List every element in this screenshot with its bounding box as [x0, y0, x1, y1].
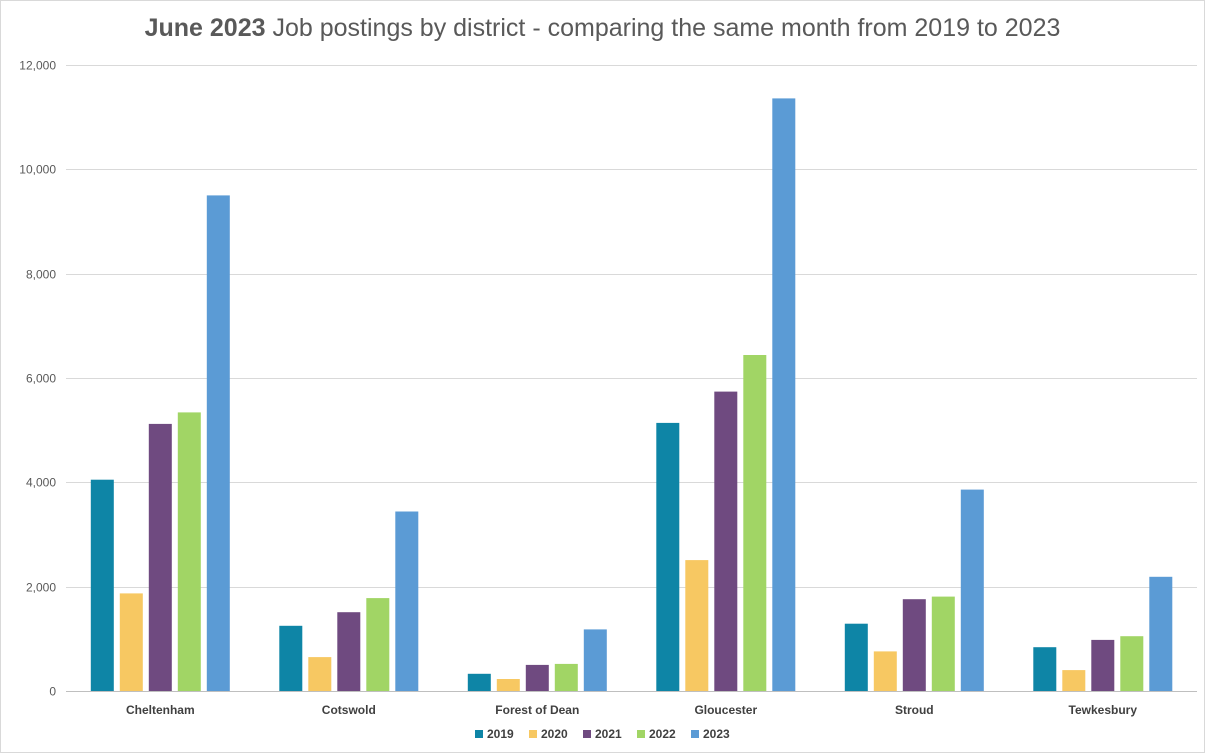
- y-tick-label: 12,000: [19, 59, 56, 73]
- bar-cotswold-2020: [308, 657, 332, 691]
- bar-cheltenham-2020: [119, 593, 143, 691]
- legend-label-2021: 2021: [595, 727, 622, 741]
- bar-forest-of-dean-2020: [496, 679, 520, 691]
- bar-gloucester-2020: [685, 560, 709, 691]
- bar-forest-of-dean-2022: [554, 663, 578, 691]
- bar-tewkesbury-2023: [1149, 576, 1173, 691]
- legend-swatch-2020: [529, 730, 537, 738]
- bar-stroud-2019: [844, 623, 868, 691]
- bar-cheltenham-2021: [148, 423, 172, 691]
- bar-cotswold-2022: [366, 598, 390, 691]
- bar-gloucester-2021: [714, 391, 738, 691]
- bar-stroud-2021: [902, 599, 926, 691]
- x-category-label: Cotswold: [322, 703, 376, 717]
- bar-cotswold-2021: [337, 612, 361, 691]
- legend-swatch-2023: [691, 730, 699, 738]
- y-tick-label: 0: [49, 685, 56, 699]
- legend: 2019 2020 2021 2022 2023: [475, 727, 730, 741]
- legend-label-2019: 2019: [487, 727, 514, 741]
- legend-label-2022: 2022: [649, 727, 676, 741]
- bar-tewkesbury-2022: [1120, 636, 1144, 691]
- bar-cotswold-2023: [395, 511, 419, 691]
- x-category-label: Cheltenham: [126, 703, 195, 717]
- x-category-label: Stroud: [895, 703, 934, 717]
- bar-forest-of-dean-2021: [525, 664, 549, 691]
- x-axis-category-labels: Cheltenham Cotswold Forest of Dean Gloucest…: [126, 703, 1137, 717]
- chart-title-bold: June 2023: [144, 14, 266, 42]
- x-category-label: Gloucester: [694, 703, 757, 717]
- bar-stroud-2020: [873, 651, 897, 691]
- y-tick-label: 8,000: [26, 268, 56, 282]
- y-axis-tick-labels: 0 2,000 4,000 6,000 8,000 10,000 12,000: [19, 59, 56, 699]
- bar-forest-of-dean-2019: [467, 673, 491, 691]
- legend-swatch-2021: [583, 730, 591, 738]
- bars: [90, 98, 1173, 691]
- y-tick-label: 6,000: [26, 372, 56, 386]
- x-category-label: Forest of Dean: [495, 703, 579, 717]
- x-category-label: Tewkesbury: [1069, 703, 1138, 717]
- legend-swatch-2022: [637, 730, 645, 738]
- gridlines: [66, 65, 1197, 692]
- legend-label-2020: 2020: [541, 727, 568, 741]
- bar-cheltenham-2022: [177, 412, 201, 691]
- bar-stroud-2023: [960, 489, 984, 691]
- bar-stroud-2022: [931, 596, 955, 691]
- bar-gloucester-2022: [743, 355, 767, 691]
- bar-cheltenham-2023: [206, 195, 230, 691]
- bar-gloucester-2023: [772, 98, 796, 691]
- bar-tewkesbury-2021: [1091, 639, 1115, 691]
- bar-cheltenham-2019: [90, 479, 114, 691]
- legend-label-2023: 2023: [703, 727, 730, 741]
- bar-tewkesbury-2020: [1062, 670, 1086, 691]
- bar-forest-of-dean-2023: [583, 629, 607, 691]
- chart-title: June 2023 Job postings by district - com…: [0, 14, 1205, 43]
- y-tick-label: 10,000: [19, 163, 56, 177]
- bar-tewkesbury-2019: [1033, 647, 1057, 691]
- legend-swatch-2019: [475, 730, 483, 738]
- y-tick-label: 4,000: [26, 476, 56, 490]
- y-tick-label: 2,000: [26, 581, 56, 595]
- bar-gloucester-2019: [656, 422, 680, 691]
- chart-title-rest: Job postings by district - comparing the…: [265, 14, 1061, 42]
- bar-cotswold-2019: [279, 625, 303, 691]
